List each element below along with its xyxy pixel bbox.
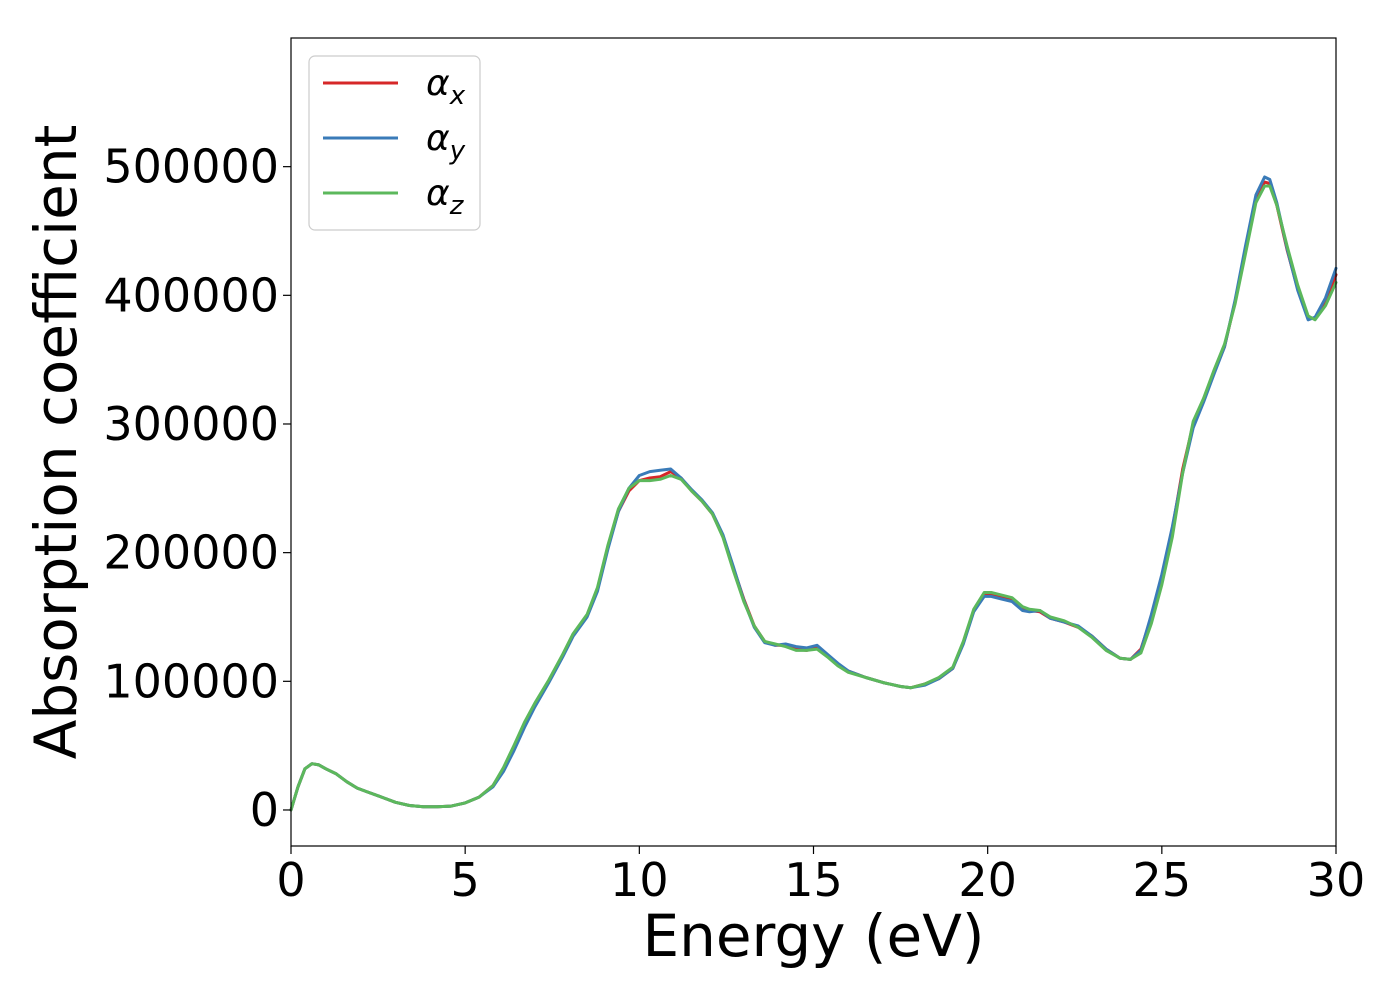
y-tick-label: 100000 xyxy=(103,654,279,708)
x-axis-label: Energy (eV) xyxy=(642,902,984,970)
y-tick-label: 200000 xyxy=(103,526,279,580)
y-axis-label: Absorption coefficient xyxy=(22,125,90,760)
x-tick-label: 10 xyxy=(610,853,669,907)
y-tick-label: 500000 xyxy=(103,140,279,194)
y-tick-label: 0 xyxy=(250,783,279,837)
legend-label-z: αz xyxy=(426,173,465,221)
x-tick-label: 30 xyxy=(1307,853,1366,907)
series-line-z xyxy=(289,184,1338,812)
legend: αx αy αz xyxy=(308,55,481,231)
legend-label-y: αy xyxy=(426,118,466,166)
series-layer xyxy=(289,175,1338,812)
x-axis-ticks: 0 5 10 15 20 25 30 xyxy=(276,846,1365,907)
x-tick-label: 0 xyxy=(276,853,305,907)
legend-label-x: αx xyxy=(426,63,466,111)
y-axis-ticks: 0 100000 200000 300000 400000 500000 xyxy=(103,140,291,837)
legend-box xyxy=(308,55,481,231)
y-tick-label: 400000 xyxy=(103,268,279,322)
x-tick-label: 20 xyxy=(958,853,1017,907)
x-tick-label: 5 xyxy=(451,853,480,907)
x-tick-label: 15 xyxy=(784,853,843,907)
y-tick-label: 300000 xyxy=(103,397,279,451)
x-tick-label: 25 xyxy=(1133,853,1192,907)
